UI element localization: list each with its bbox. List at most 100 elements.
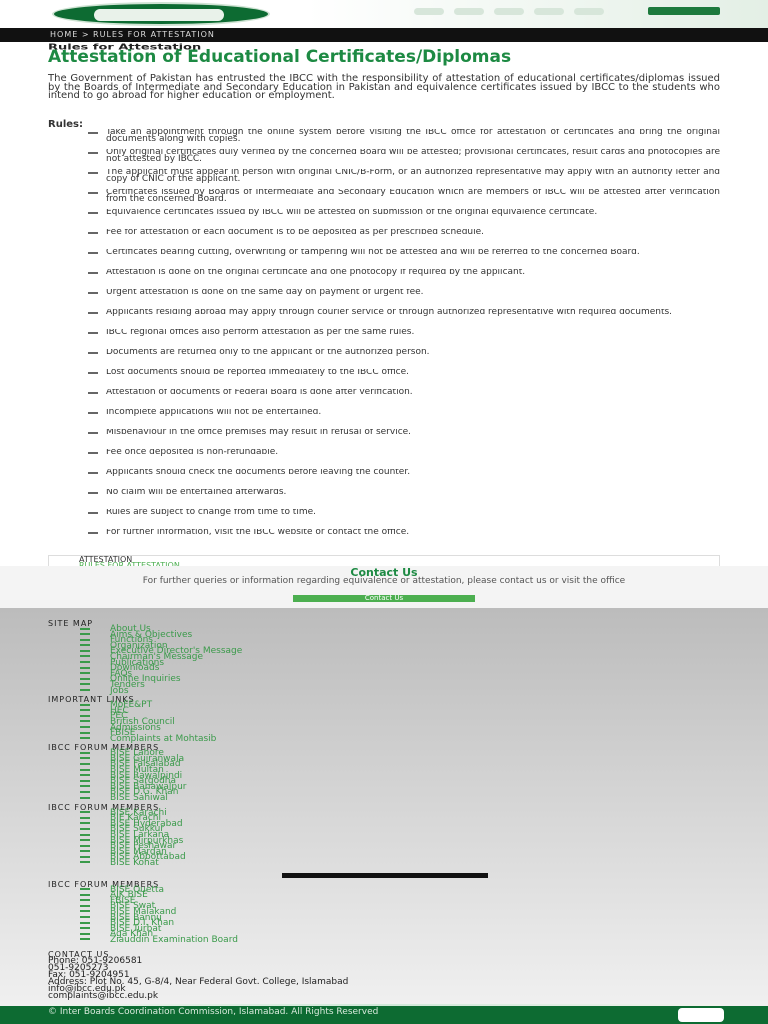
- rule-number: [48, 449, 106, 469]
- rule-text: Documents are returned only to the appli…: [106, 349, 430, 357]
- rule-text: No claim will be entertained afterwards.: [106, 489, 287, 497]
- rule-number: [48, 269, 106, 289]
- intro: The Government of Pakistan has entrusted…: [48, 73, 720, 101]
- rule-counter: [88, 412, 98, 414]
- footer-link[interactable]: Tenders: [48, 681, 720, 689]
- content: Rules for Attestation Attestation of Edu…: [0, 43, 768, 574]
- rule-number: [48, 129, 106, 149]
- footer-link[interactable]: Ziauddin Examination Board: [48, 936, 720, 944]
- rule: Fee for attestation of each document is …: [48, 229, 720, 249]
- rule-number: [48, 489, 106, 509]
- rule-text: Incomplete applications will not be ente…: [106, 409, 322, 417]
- rule: IBCC regional offices also perform attes…: [48, 329, 720, 349]
- contact-line: info@ibcc.edu.pk: [48, 983, 126, 994]
- footer-link[interactable]: BISE Malakand: [48, 908, 720, 916]
- rule-number: [48, 189, 106, 209]
- rule-counter: [88, 132, 98, 134]
- rules-label: Rules:: [48, 119, 83, 130]
- rule-text: Fee once deposited is non-refundable.: [106, 449, 279, 457]
- rule: Incomplete applications will not be ente…: [48, 409, 720, 429]
- footer-link[interactable]: Downloads: [48, 664, 720, 672]
- rule-text: Equivalence certificates issued by IBCC …: [106, 209, 598, 217]
- rule-counter: [88, 392, 98, 394]
- rule-counter: [88, 372, 98, 374]
- title: Attestation of Educational Certificates/…: [48, 47, 512, 67]
- contact-heading: CONTACT US: [48, 949, 110, 959]
- rule-number: [48, 309, 106, 329]
- footer-link[interactable]: MoFE&PT: [48, 701, 720, 709]
- rule: Attestation is done on the original cert…: [48, 269, 720, 289]
- rule-number: [48, 429, 106, 449]
- rule-number: [48, 249, 106, 269]
- rule-counter: [88, 532, 98, 534]
- rule: Only original certificates duly verified…: [48, 149, 720, 169]
- footer-link[interactable]: Chairman's Message: [48, 653, 720, 661]
- rule: Lost documents should be reported immedi…: [48, 369, 720, 389]
- rule: Documents are returned only to the appli…: [48, 349, 720, 369]
- rule-number: [48, 169, 106, 189]
- social-icon[interactable]: [534, 8, 564, 15]
- footer-link[interactable]: BISE Kohat: [48, 859, 720, 867]
- rule-text: Fee for attestation of each document is …: [106, 229, 485, 237]
- social-icon[interactable]: [494, 8, 524, 15]
- rule-counter: [88, 192, 98, 194]
- rule-counter: [88, 232, 98, 234]
- contact-line: Phone: 051-9206581: [48, 955, 143, 966]
- rule-text: IBCC regional offices also perform attes…: [106, 329, 415, 337]
- rule: Misbehaviour in the office premises may …: [48, 429, 720, 449]
- rule-counter: [88, 432, 98, 434]
- footer-heading: IBCC FORUM MEMBERS: [48, 743, 160, 753]
- menu-button[interactable]: [648, 7, 720, 15]
- tab[interactable]: RULES FOR ATTESTATION: [79, 560, 180, 570]
- rule-number: [48, 329, 106, 349]
- rule: The applicant must appear in person with…: [48, 169, 720, 189]
- rules-list: Take an appointment through the online s…: [48, 129, 720, 549]
- rule: Certificates issued by Boards of Interme…: [48, 189, 720, 209]
- rule-counter: [88, 212, 98, 214]
- rule: No claim will be entertained afterwards.: [48, 489, 720, 509]
- footer-link[interactable]: Online Inquiries: [48, 675, 720, 683]
- rule-number: [48, 389, 106, 409]
- rule-text: Misbehaviour in the office premises may …: [106, 429, 412, 437]
- rule-number: [48, 469, 106, 489]
- contact-line: Address: Plot No. 45, G-8/4, Near Federa…: [48, 976, 349, 987]
- footer-link[interactable]: BISE Sahiwal: [48, 794, 720, 802]
- contact-button[interactable]: Contact Us: [293, 595, 475, 602]
- contact-line: Fax: 051-9204951: [48, 969, 130, 980]
- footer-link[interactable]: Admissions: [48, 723, 720, 731]
- rule: Equivalence certificates issued by IBCC …: [48, 209, 720, 229]
- contact-line: complaints@ibcc.edu.pk: [48, 990, 159, 1001]
- rule-text: Take an appointment through the online s…: [106, 129, 720, 144]
- rule-counter: [88, 472, 98, 474]
- rule: Applicants residing abroad may apply thr…: [48, 309, 720, 329]
- rule-text: Rules are subject to change from time to…: [106, 509, 317, 517]
- footer-link[interactable]: About Us: [48, 625, 720, 633]
- footer-link[interactable]: Complaints at Mohtasib: [48, 734, 720, 742]
- rule-text: The applicant must appear in person with…: [106, 169, 720, 184]
- footer-link[interactable]: BISE Larkana: [48, 831, 720, 839]
- rule-counter: [88, 332, 98, 334]
- social-icon[interactable]: [414, 8, 444, 15]
- tab[interactable]: ATTESTATION: [79, 555, 133, 564]
- rule-text: For further information, visit the IBCC …: [106, 529, 410, 537]
- rule: Applicants should check the documents be…: [48, 469, 720, 489]
- social-icon[interactable]: [574, 8, 604, 15]
- footer-link[interactable]: British Council: [48, 718, 720, 726]
- scroll-up-button[interactable]: [678, 1008, 724, 1022]
- rule-text: Certificates bearing cutting, overwritin…: [106, 249, 640, 257]
- social-icon[interactable]: [454, 8, 484, 15]
- divider: [282, 872, 488, 878]
- rule-counter: [88, 512, 98, 514]
- rule-text: Attestation of documents of Federal Boar…: [106, 389, 413, 397]
- rule: Urgent attestation is done on the same d…: [48, 289, 720, 309]
- contact-title: Contact Us: [350, 566, 418, 579]
- rule-counter: [88, 152, 98, 154]
- rule-counter: [88, 252, 98, 254]
- footer-link[interactable]: Jobs: [48, 686, 720, 694]
- footer-heading: IMPORTANT LINKS: [48, 695, 135, 705]
- rule-text: Urgent attestation is done on the same d…: [106, 289, 424, 297]
- logo[interactable]: [52, 2, 270, 26]
- rule-number: [48, 209, 106, 229]
- footer: SITE MAP About Us Aims & Objectives Functio…: [0, 608, 768, 1024]
- footer-heading: SITE MAP: [48, 619, 94, 628]
